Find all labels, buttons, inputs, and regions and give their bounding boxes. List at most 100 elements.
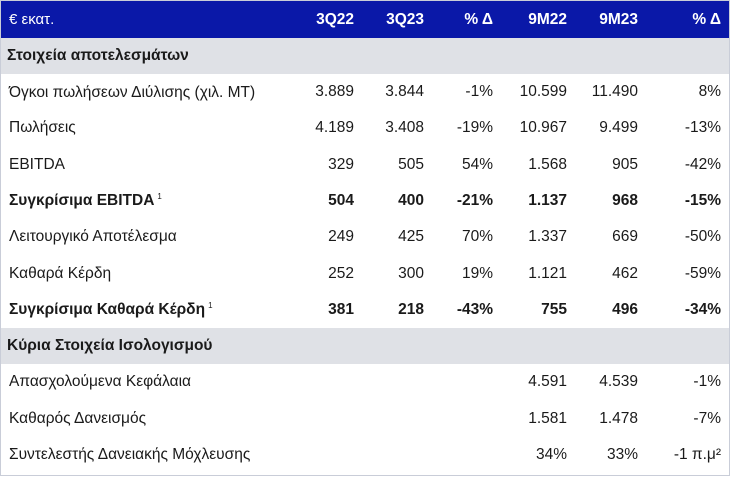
row-label-cell: Καθαρά Κέρδη [1, 255, 288, 291]
unit-label: € εκατ. [1, 1, 288, 38]
row-label-cell: Λειτουργικό Αποτέλεσμα [1, 219, 288, 255]
value-cell [362, 437, 432, 473]
value-cell: 1.581 [528, 409, 567, 427]
value-cell: -7% [693, 409, 721, 427]
row-label: Όγκοι πωλήσεων Διύλισης (χιλ. ΜΤ) [9, 83, 256, 101]
value-cell: 381 [328, 300, 354, 318]
value-cell: 70% [461, 228, 493, 246]
value-cell: -13% [684, 119, 721, 137]
value-cell: -19% [456, 119, 493, 137]
value-cell: 218 [398, 300, 424, 318]
section-title: Στοιχεία αποτελεσμάτων [1, 38, 288, 74]
table-row: Απασχολούμενα Κεφάλαια 4.591 4.539 -1% [1, 364, 729, 400]
row-label: Συντελεστής Δανειακής Μόχλευσης [9, 445, 251, 463]
value-cell: 300 [398, 264, 424, 282]
value-cell: 504 [328, 192, 354, 210]
value-cell: 496 [612, 300, 638, 318]
value-cell: 3.408 [385, 119, 424, 137]
value-cell: -1% [693, 373, 721, 391]
value-cell: -59% [684, 264, 721, 282]
value-cell [288, 437, 362, 473]
table-row: Συντελεστής Δανειακής Μόχλευσης 34% 33% -1 … [1, 437, 729, 473]
section-filler-cell [288, 328, 362, 365]
value-cell: -42% [684, 155, 721, 173]
value-cell: 249 [328, 228, 354, 246]
column-header-pct-change-ninemonth: % Δ [646, 1, 729, 38]
table-row: Καθαρός Δανεισμός 1.581 1.478 -7% [1, 400, 729, 436]
row-label: Συγκρίσιμα EBITDA [9, 192, 155, 210]
column-header-9m22: 9M22 [501, 1, 575, 38]
row-label-cell: Πωλήσεις [1, 110, 288, 146]
section-filler-cell [575, 38, 646, 74]
row-label-cell: EBITDA [1, 147, 288, 183]
table-header-row: € εκατ. 3Q22 3Q23 % Δ 9M22 9M23 % Δ [1, 1, 729, 38]
value-cell: -1 π.μ² [673, 445, 721, 463]
section-filler-cell [288, 38, 362, 74]
footnote-marker: 1 [208, 300, 213, 310]
column-header-3q22: 3Q22 [288, 1, 362, 38]
table-row: Συγκρίσιμα EBITDA 1 504 400 -21% 1.137 968 -15% [1, 183, 729, 219]
column-header-3q23: 3Q23 [362, 1, 432, 38]
section-filler-cell [432, 38, 501, 74]
value-cell: -50% [684, 228, 721, 246]
value-cell: 10.967 [519, 119, 567, 137]
table-row: Όγκοι πωλήσεων Διύλισης (χιλ. ΜΤ) 3.889 3.… [1, 74, 729, 110]
value-cell: 8% [698, 83, 721, 101]
value-cell: 1.337 [528, 228, 567, 246]
section-filler-cell [501, 328, 575, 365]
section-filler-cell [646, 38, 729, 74]
value-cell: -34% [684, 300, 721, 318]
row-label: Πωλήσεις [9, 119, 76, 137]
value-cell: 11.490 [591, 83, 638, 101]
row-label: Απασχολούμενα Κεφάλαια [9, 373, 191, 391]
value-cell: 252 [328, 264, 354, 282]
column-header-9m23: 9M23 [575, 1, 646, 38]
row-label: Καθαρός Δανεισμός [9, 409, 147, 427]
value-cell: 1.568 [528, 155, 567, 173]
value-cell [432, 437, 501, 473]
value-cell: 755 [541, 300, 567, 318]
column-header-pct-change-quarter: % Δ [432, 1, 501, 38]
section-filler-cell [432, 328, 501, 365]
value-cell: 1.137 [528, 192, 567, 210]
value-cell: 905 [612, 155, 638, 173]
row-label-cell: Συγκρίσιμα EBITDA 1 [1, 183, 288, 219]
section-header-row: Κύρια Στοιχεία Ισολογισμού [1, 328, 729, 365]
table-row: Συγκρίσιμα Καθαρά Κέρδη 1 381 218 -43% 755 496… [1, 292, 729, 328]
value-cell: 4.539 [599, 373, 638, 391]
value-cell [432, 364, 501, 400]
row-label-cell: Συντελεστής Δανειακής Μόχλευσης [1, 437, 288, 473]
section-filler-cell [575, 328, 646, 365]
value-cell: 54% [461, 155, 493, 173]
value-cell: 3.889 [315, 83, 354, 101]
value-cell: 400 [398, 192, 424, 210]
value-cell [432, 400, 501, 436]
value-cell [288, 400, 362, 436]
value-cell: 19% [461, 264, 493, 282]
section-filler-cell [362, 328, 432, 365]
table-row: Λειτουργικό Αποτέλεσμα 249 425 70% 1.337 669 -… [1, 219, 729, 255]
value-cell: -15% [684, 192, 721, 210]
value-cell: -1% [465, 83, 493, 101]
section-title: Κύρια Στοιχεία Ισολογισμού [1, 328, 288, 365]
value-cell: 968 [612, 192, 638, 210]
row-label: Συγκρίσιμα Καθαρά Κέρδη [9, 301, 206, 318]
footnote-marker: 1 [157, 191, 162, 201]
table-row: Πωλήσεις 4.189 3.408 -19% 10.967 9.499 -13% [1, 110, 729, 146]
value-cell: 4.189 [315, 119, 354, 137]
value-cell [362, 364, 432, 400]
value-cell: 3.844 [385, 83, 424, 101]
section-filler-cell [501, 38, 575, 74]
value-cell: 505 [398, 155, 424, 173]
section-filler-cell [646, 328, 729, 365]
value-cell: -43% [456, 300, 493, 318]
table-row: EBITDA 329 505 54% 1.568 905 -42% [1, 147, 729, 183]
value-cell: 10.599 [519, 83, 567, 101]
value-cell: 9.499 [599, 119, 638, 137]
row-label: Λειτουργικό Αποτέλεσμα [9, 228, 177, 246]
section-filler-cell [362, 38, 432, 74]
row-label: EBITDA [9, 155, 65, 173]
value-cell: 4.591 [528, 373, 567, 391]
